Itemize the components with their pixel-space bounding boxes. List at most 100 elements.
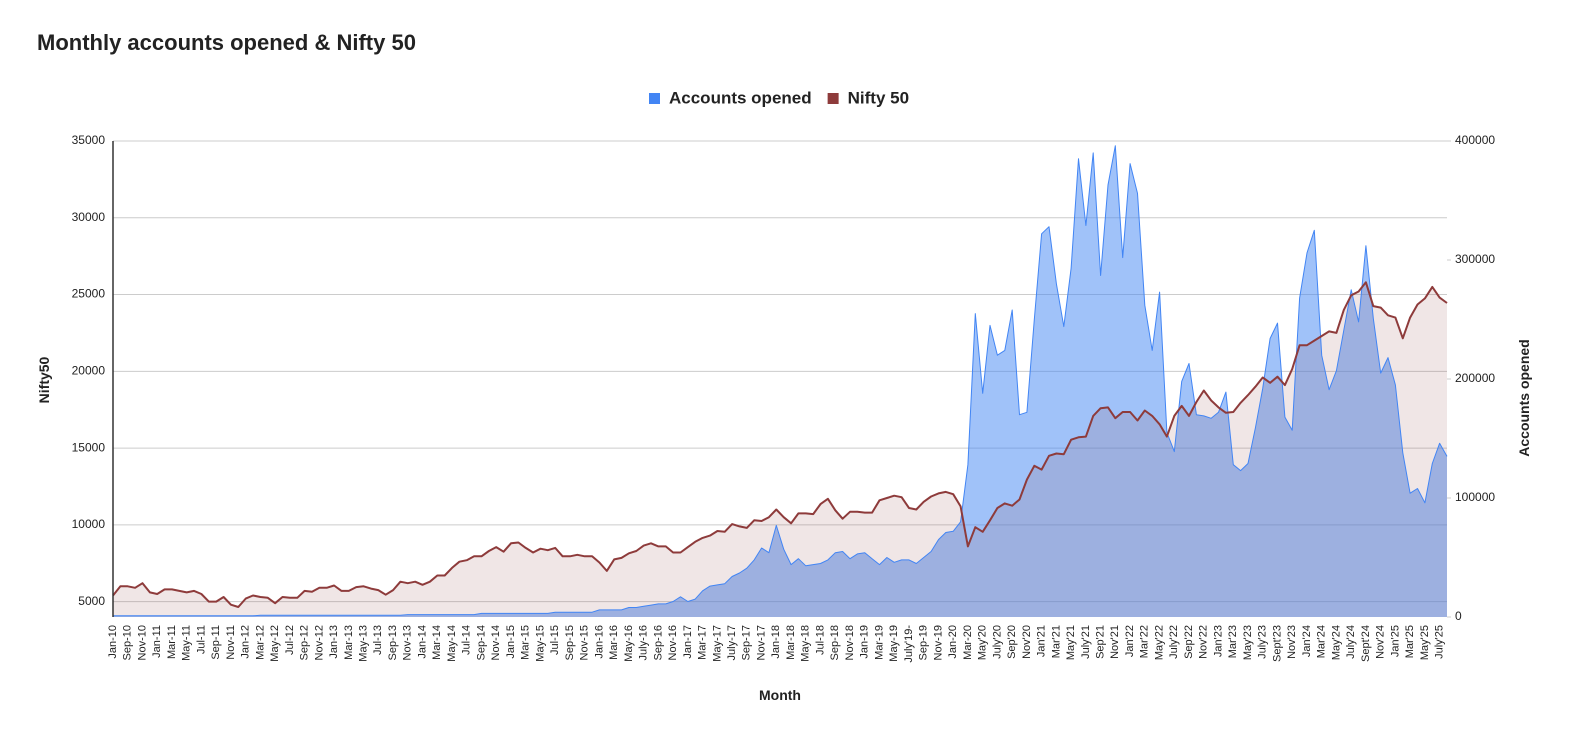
x-tick-label: July'21	[1080, 625, 1092, 659]
y2-axis-label: Accounts opened	[1516, 339, 1532, 456]
x-tick-label: Mar-16	[608, 625, 620, 660]
x-tick-label: Sep'22	[1183, 625, 1195, 659]
x-tick-label: July-16	[638, 625, 650, 660]
x-tick-label: Sep'21	[1095, 625, 1107, 659]
y2-tick-label: 100000	[1455, 490, 1495, 504]
x-tick-label: July'25	[1434, 625, 1446, 659]
x-tick-label: Nov-19	[932, 625, 944, 660]
x-tick-label: Mar-19	[873, 625, 885, 660]
y2-tick-label: 400000	[1455, 133, 1495, 147]
y-tick-label: 35000	[72, 133, 106, 147]
x-tick-label: Jul-12	[284, 625, 296, 655]
x-tick-label: Mar-20	[962, 625, 974, 660]
x-tick-label: July'23	[1257, 625, 1269, 659]
x-tick-label: Sep'20	[1006, 625, 1018, 659]
x-tick-label: Nov-18	[844, 625, 856, 660]
x-tick-label: Mar-18	[785, 625, 797, 660]
y-tick-label: 5000	[78, 594, 105, 608]
x-tick-label: May-15	[534, 625, 546, 662]
x-tick-label: Nov-13	[402, 625, 414, 660]
x-tick-label: Jan'22	[1124, 625, 1136, 657]
y2-tick-label: 300000	[1455, 252, 1495, 266]
y2-tick-label: 200000	[1455, 371, 1495, 385]
x-tick-label: May-14	[446, 625, 458, 662]
x-tick-label: May-16	[623, 625, 635, 662]
x-tick-label: Nov-16	[667, 625, 679, 660]
x-tick-label: Jan'25	[1389, 625, 1401, 657]
series-area	[113, 145, 1447, 618]
x-tick-label: Sept'24	[1360, 625, 1372, 662]
x-tick-label: May-13	[357, 625, 369, 662]
x-tick-label: Nov'23	[1286, 625, 1298, 659]
y-axis-label: Nifty50	[36, 356, 52, 403]
x-tick-label: Sept'23	[1271, 625, 1283, 662]
x-tick-label: Sep-18	[829, 625, 841, 660]
x-tick-label: May'20	[977, 625, 989, 660]
x-tick-label: May-11	[181, 625, 193, 661]
x-tick-label: Nov'20	[1021, 625, 1033, 659]
x-tick-label: Mar-12	[254, 625, 266, 660]
x-tick-label: Jan'23	[1212, 625, 1224, 657]
x-tick-label: Jan-20	[947, 625, 959, 659]
x-tick-label: Nov-17	[755, 625, 767, 660]
x-tick-label: Nov'21	[1109, 625, 1121, 659]
x-tick-label: Mar'24	[1316, 625, 1328, 658]
x-tick-label: Jan-12	[240, 625, 252, 659]
x-tick-label: Mar-11	[166, 625, 178, 659]
x-tick-label: Nov'22	[1198, 625, 1210, 659]
y-tick-label: 20000	[72, 363, 106, 377]
x-tick-label: July'24	[1345, 625, 1357, 659]
x-tick-label: Mar-15	[520, 625, 532, 660]
series-area	[113, 282, 1447, 617]
x-tick-label: Jan-19	[859, 625, 871, 659]
x-tick-label: Mar'23	[1227, 625, 1239, 658]
x-tick-label: Jan-13	[328, 625, 340, 659]
x-tick-label: May'23	[1242, 625, 1254, 660]
x-tick-label: Sep-14	[475, 625, 487, 660]
x-tick-label: Mar-13	[343, 625, 355, 660]
series-line	[112, 281, 1448, 608]
x-tick-label: Mar'22	[1139, 625, 1151, 658]
x-tick-label: Mar'21	[1050, 625, 1062, 658]
y2-tick-label: 0	[1455, 609, 1462, 623]
legend-swatch	[649, 93, 660, 104]
x-tick-label: Sep-17	[741, 625, 753, 660]
x-tick-label: July'22	[1168, 625, 1180, 659]
x-tick-label: Jan'24	[1301, 625, 1313, 657]
x-tick-label: Sep-15	[564, 625, 576, 660]
x-tick-label: Nov-12	[313, 625, 325, 660]
y-tick-label: 25000	[72, 287, 106, 301]
x-tick-label: Sep-16	[652, 625, 664, 660]
y-tick-label: 10000	[72, 517, 106, 531]
x-tick-label: May-19	[888, 625, 900, 662]
x-tick-label: Jan-16	[593, 625, 605, 659]
x-tick-label: Nov-14	[490, 625, 502, 660]
y-tick-label: 30000	[72, 210, 106, 224]
x-tick-label: Mar-14	[431, 625, 443, 660]
x-tick-label: Sep-10	[122, 625, 134, 660]
x-axis-label: Month	[759, 687, 801, 703]
x-tick-label: July-17	[726, 625, 738, 660]
x-tick-label: Nov'24	[1375, 625, 1387, 659]
x-tick-label: Mar'25	[1404, 625, 1416, 658]
x-tick-label: Jan-17	[682, 625, 694, 659]
x-tick-label: Nov-15	[579, 625, 591, 660]
x-tick-label: May'22	[1153, 625, 1165, 660]
x-tick-label: July'19-	[903, 625, 915, 663]
x-tick-label: May'25	[1419, 625, 1431, 660]
legend-label: Accounts opened	[669, 88, 812, 107]
x-tick-label: Jul-18	[814, 625, 826, 655]
x-tick-label: May-12	[269, 625, 281, 662]
x-tick-label: Jan-14	[416, 625, 428, 659]
x-tick-label: Jan'21	[1036, 625, 1048, 657]
x-tick-label: May'21	[1065, 625, 1077, 660]
x-tick-label: Sep-11	[210, 625, 222, 660]
x-tick-label: Sep-19	[918, 625, 930, 660]
x-tick-label: Jul-14	[461, 625, 473, 655]
legend-label: Nifty 50	[848, 88, 909, 107]
x-tick-label: Nov-11	[225, 625, 237, 660]
x-tick-label: May'24	[1330, 625, 1342, 660]
x-tick-label: Jul-15	[549, 625, 561, 655]
chart-title: Monthly accounts opened & Nifty 50	[37, 30, 416, 55]
